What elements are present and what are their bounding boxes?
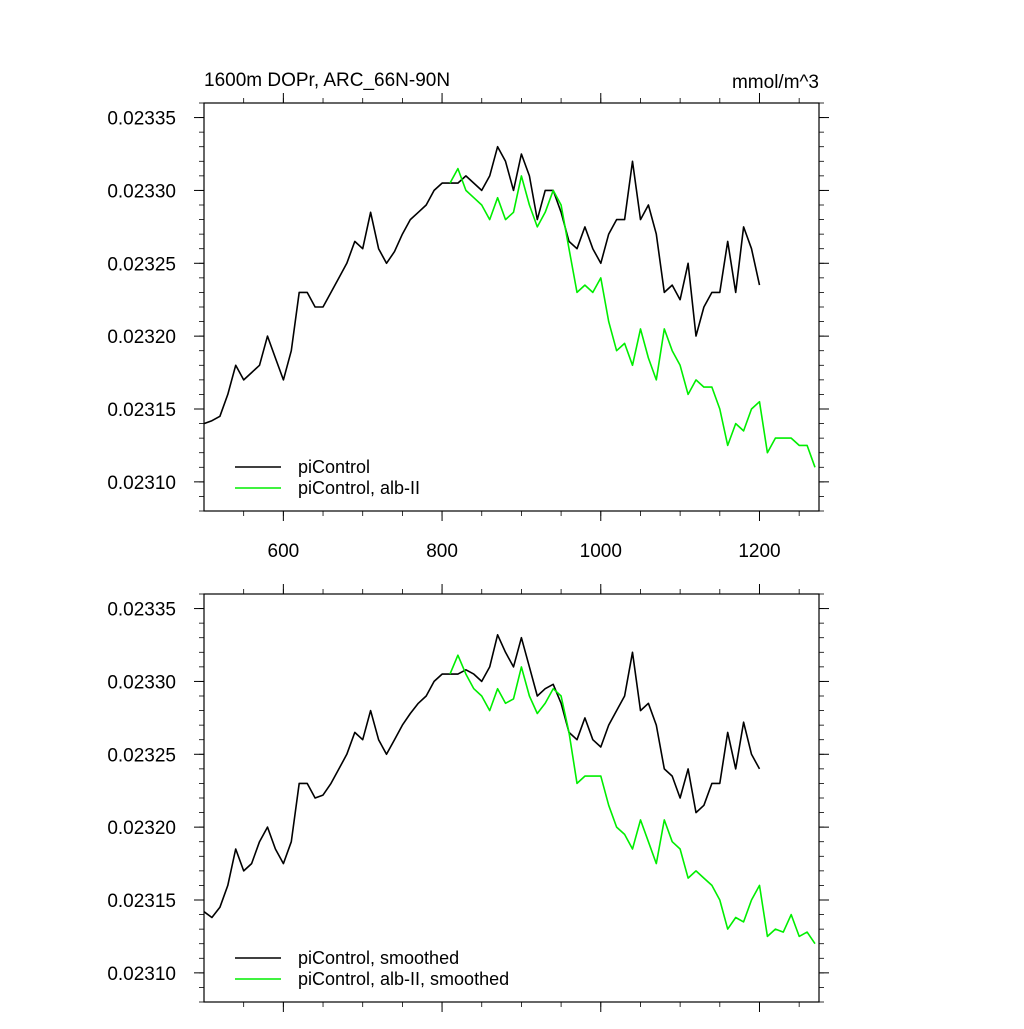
- series-line-black: [203, 145, 761, 425]
- y-tick-label: 0.02310: [107, 964, 176, 985]
- legend-label: piControl: [298, 457, 370, 477]
- x-tick-label: 600: [268, 541, 300, 562]
- y-tick-label: 0.02310: [107, 473, 176, 494]
- chart-units-label: mmol/m^3: [732, 72, 819, 93]
- y-tick-label: 0.02325: [107, 745, 176, 766]
- y-tick-label: 0.02320: [107, 818, 176, 839]
- y-tick-label: 0.02335: [107, 109, 176, 130]
- legend-label: piControl, smoothed: [298, 948, 459, 968]
- y-tick-label: 0.02315: [107, 400, 176, 421]
- y-tick-label: 0.02320: [107, 327, 176, 348]
- y-tick-label: 0.02330: [107, 672, 176, 693]
- series-line-green: [449, 654, 816, 945]
- x-tick-label: 1000: [580, 541, 622, 562]
- legend-label: piControl, alb-II, smoothed: [298, 969, 509, 989]
- y-tick-label: 0.02325: [107, 254, 176, 275]
- legend-label: piControl, alb-II: [298, 478, 420, 498]
- chart-title: 1600m DOPr, ARC_66N-90N: [204, 70, 450, 91]
- series-line-green: [449, 167, 816, 468]
- x-tick-label: 800: [426, 541, 458, 562]
- y-tick-label: 0.02330: [107, 181, 176, 202]
- series-line-black: [203, 634, 761, 919]
- y-tick-label: 0.02315: [107, 891, 176, 912]
- x-tick-label: 1200: [738, 541, 780, 562]
- y-tick-label: 0.02335: [107, 600, 176, 621]
